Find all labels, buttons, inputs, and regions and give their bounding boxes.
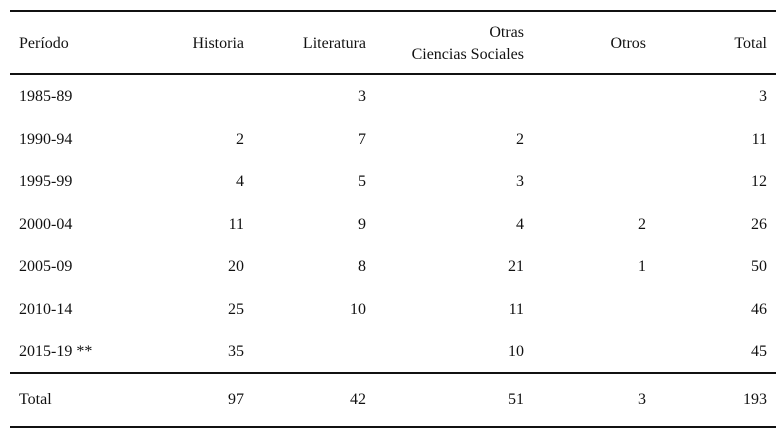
period-cell: 2010-14 xyxy=(19,300,73,318)
header-cell: Total xyxy=(734,35,767,52)
data-cell: 11 xyxy=(508,300,524,318)
period-cell: 1995-99 xyxy=(19,173,73,190)
top-rule xyxy=(10,10,776,12)
total-cell: 193 xyxy=(743,391,767,408)
data-cell: 20 xyxy=(228,258,244,275)
data-cell: 5 xyxy=(358,173,366,190)
header-cell: Otros xyxy=(610,35,646,52)
bottom-rule xyxy=(10,426,776,428)
data-cell: 50 xyxy=(751,258,767,275)
header-cell: Literatura xyxy=(302,35,366,52)
data-cell: 2 xyxy=(638,215,646,233)
data-cell: 10 xyxy=(508,343,524,360)
header-cell: Otras Ciencias Sociales xyxy=(412,22,524,66)
total-cell: 51 xyxy=(508,391,524,408)
total-rule xyxy=(10,372,776,374)
period-cell: 1990-94 xyxy=(19,130,73,148)
header-rule xyxy=(10,73,776,75)
data-cell: 4 xyxy=(516,215,524,233)
period-cell: 1985-89 xyxy=(19,88,73,105)
data-cell: 9 xyxy=(358,215,366,233)
header-cell: Historia xyxy=(192,35,244,52)
data-cell: 11 xyxy=(228,215,244,233)
data-cell: 4 xyxy=(236,173,244,190)
header-line: Ciencias Sociales xyxy=(411,46,524,63)
data-cell: 46 xyxy=(751,300,767,318)
data-cell: 8 xyxy=(358,258,366,275)
data-cell: 45 xyxy=(751,343,767,360)
data-cell: 11 xyxy=(751,130,767,148)
period-cell: 2005-09 xyxy=(19,258,73,275)
data-cell: 21 xyxy=(508,258,524,275)
data-cell: 2 xyxy=(516,130,524,148)
period-cell: 2000-04 xyxy=(19,215,73,233)
header-line: Otras xyxy=(489,24,524,41)
data-cell: 3 xyxy=(516,173,524,190)
data-cell: 3 xyxy=(358,88,366,105)
data-cell: 26 xyxy=(751,215,767,233)
data-cell: 10 xyxy=(350,300,366,318)
period-cell: 2015-19 ** xyxy=(19,343,93,360)
data-cell: 1 xyxy=(638,258,646,275)
data-cell: 3 xyxy=(759,88,767,105)
header-cell: Período xyxy=(19,35,69,52)
total-cell: 42 xyxy=(350,391,366,408)
data-cell: 7 xyxy=(358,130,366,148)
data-cell: 35 xyxy=(228,343,244,360)
total-label: Total xyxy=(19,391,52,408)
total-cell: 97 xyxy=(228,391,244,408)
data-cell: 2 xyxy=(236,130,244,148)
total-cell: 3 xyxy=(638,391,646,408)
data-cell: 25 xyxy=(228,300,244,318)
data-cell: 12 xyxy=(751,173,767,190)
